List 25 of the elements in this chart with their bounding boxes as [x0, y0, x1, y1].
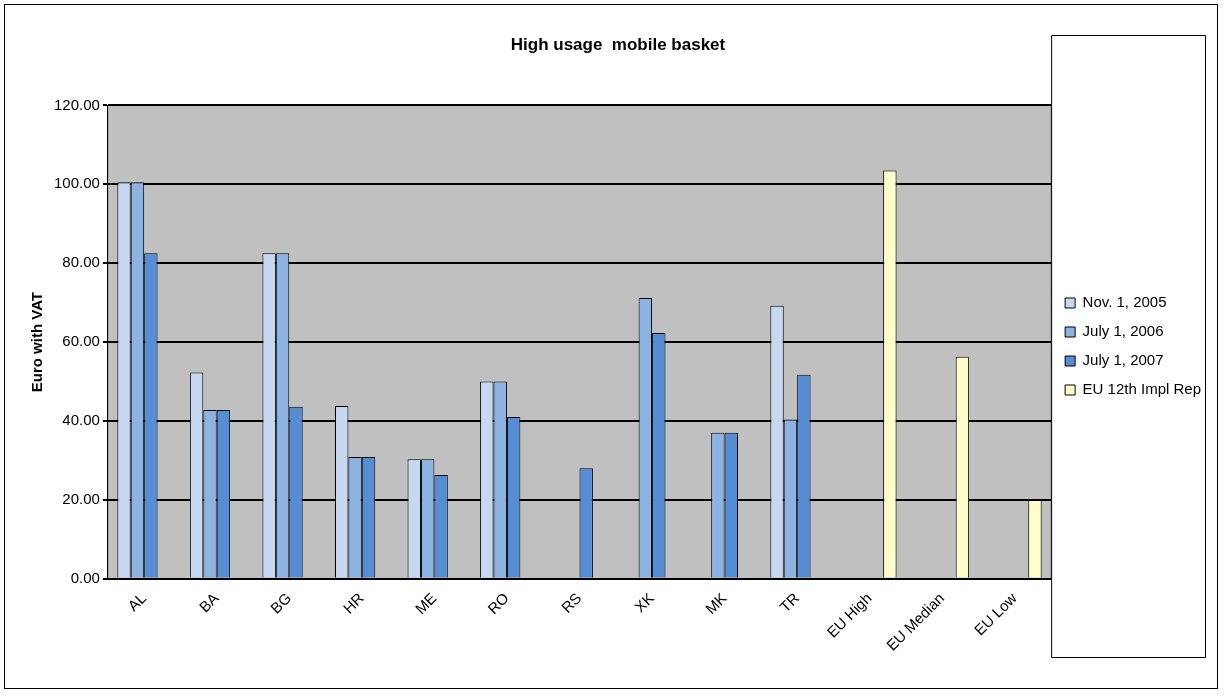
legend-label: Nov. 1, 2005	[1082, 293, 1167, 311]
x-tick-label: EU Low	[970, 589, 1020, 639]
y-tick-label: 100.00	[53, 174, 100, 192]
x-tick-label: TR	[776, 589, 803, 616]
y-tick-label: 120.00	[53, 95, 100, 113]
legend-label: July 1, 2006	[1082, 322, 1164, 340]
x-tick-label: EU High	[823, 589, 875, 641]
y-tick-label: 20.00	[62, 490, 100, 508]
x-tick-label: ME	[411, 589, 440, 618]
legend-label: July 1, 2007	[1082, 351, 1164, 369]
y-tick-label: 80.00	[62, 253, 100, 271]
y-axis-title: Euro with VAT	[28, 291, 46, 393]
legend-label: EU 12th Impl Rep	[1082, 380, 1201, 398]
x-tick-label: HR	[339, 589, 367, 617]
x-tick-label: XK	[630, 589, 658, 616]
x-tick-label: AL	[124, 589, 150, 615]
y-tick-label: 40.00	[62, 411, 100, 429]
x-tick-label: BG	[266, 589, 295, 617]
x-tick-label: RS	[557, 589, 585, 616]
chart-title: High usage mobile basket	[510, 34, 726, 54]
y-tick-label: 0.00	[70, 568, 100, 586]
y-tick-label: 60.00	[62, 332, 100, 350]
x-tick-label: RO	[484, 589, 512, 618]
x-tick-label: MK	[701, 589, 730, 618]
x-tick-label: BA	[195, 589, 222, 616]
